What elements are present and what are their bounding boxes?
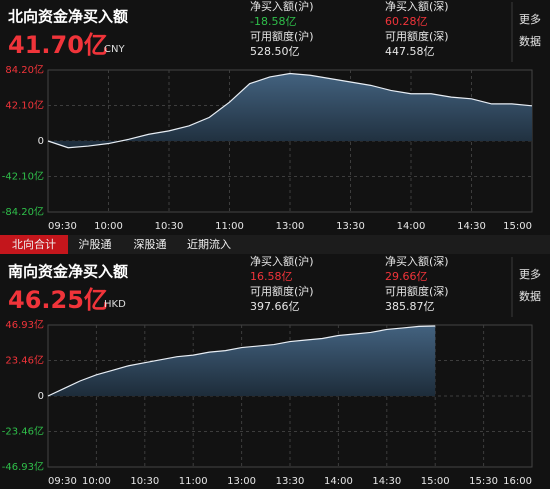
y-tick-label: 0	[38, 136, 44, 147]
x-tick-label: 10:00	[94, 221, 123, 232]
area	[48, 73, 532, 148]
more-button[interactable]: 更多	[519, 12, 541, 26]
stat-value: 447.58亿	[385, 45, 435, 58]
stat-label: 可用额度(沪)	[250, 284, 314, 298]
stat-value: 60.28亿	[385, 15, 428, 28]
x-tick-label: 15:00	[503, 221, 532, 232]
x-tick-label: 15:30	[469, 476, 498, 487]
net-amount: 46.25亿	[8, 286, 108, 314]
tab[interactable]: 北向合计	[12, 237, 56, 251]
y-tick-label: -46.93亿	[2, 460, 44, 473]
y-tick-label: -42.10亿	[2, 170, 44, 183]
x-tick-label: 13:30	[336, 221, 365, 232]
x-tick-label: 11:00	[215, 221, 244, 232]
x-tick-label: 11:00	[179, 476, 208, 487]
stat-value: 385.87亿	[385, 300, 435, 313]
panel-title: 北向资金净买入额	[8, 8, 128, 26]
more-button[interactable]: 更多	[519, 267, 541, 281]
y-tick-label: 46.93亿	[5, 318, 44, 331]
stat-value: 397.66亿	[250, 300, 300, 313]
x-tick-label: 14:30	[372, 476, 401, 487]
x-tick-label: 15:00	[421, 476, 450, 487]
more-button[interactable]: 数据	[519, 289, 541, 303]
tab-bar	[0, 235, 550, 254]
x-tick-label: 10:30	[155, 221, 184, 232]
stat-label: 净买入额(深)	[385, 0, 449, 13]
panel-title: 南向资金净买入额	[8, 263, 128, 281]
y-tick-label: 84.20亿	[5, 63, 44, 76]
tab[interactable]: 近期流入	[187, 237, 231, 251]
stat-label: 净买入额(沪)	[250, 0, 314, 13]
currency: HKD	[104, 299, 126, 310]
currency: CNY	[104, 44, 125, 55]
x-tick-label: 09:30	[48, 221, 77, 232]
x-tick-label: 14:00	[324, 476, 353, 487]
x-tick-label: 09:30	[48, 476, 77, 487]
area	[48, 326, 436, 396]
stat-label: 可用额度(深)	[385, 29, 449, 43]
stat-label: 可用额度(深)	[385, 284, 449, 298]
x-tick-label: 14:30	[457, 221, 486, 232]
y-tick-label: -84.20亿	[2, 205, 44, 218]
x-tick-label: 14:00	[397, 221, 426, 232]
net-amount: 41.70亿	[8, 31, 108, 59]
more-button[interactable]: 数据	[519, 34, 541, 48]
stat-value: 29.66亿	[385, 270, 428, 283]
stat-label: 净买入额(深)	[385, 254, 449, 268]
line	[47, 72, 533, 149]
y-tick-label: 0	[38, 391, 44, 402]
y-tick-label: 23.46亿	[5, 354, 44, 367]
stat-value: -18.58亿	[250, 15, 296, 28]
stat-value: 528.50亿	[250, 45, 300, 58]
line	[47, 325, 436, 397]
stat-label: 可用额度(沪)	[250, 29, 314, 43]
x-tick-label: 10:30	[130, 476, 159, 487]
tab-selected[interactable]	[0, 235, 68, 254]
x-tick-label: 13:30	[276, 476, 305, 487]
x-tick-label: 13:00	[227, 476, 256, 487]
tab[interactable]: 沪股通	[79, 237, 112, 251]
y-tick-label: 42.10亿	[5, 99, 44, 112]
x-tick-label: 13:00	[276, 221, 305, 232]
x-tick-label: 16:00	[503, 476, 532, 487]
tab[interactable]: 深股通	[134, 238, 167, 251]
x-tick-label: 10:00	[82, 476, 111, 487]
y-tick-label: -23.46亿	[2, 424, 44, 437]
stat-label: 净买入额(沪)	[250, 254, 314, 268]
stat-value: 16.58亿	[250, 270, 293, 283]
